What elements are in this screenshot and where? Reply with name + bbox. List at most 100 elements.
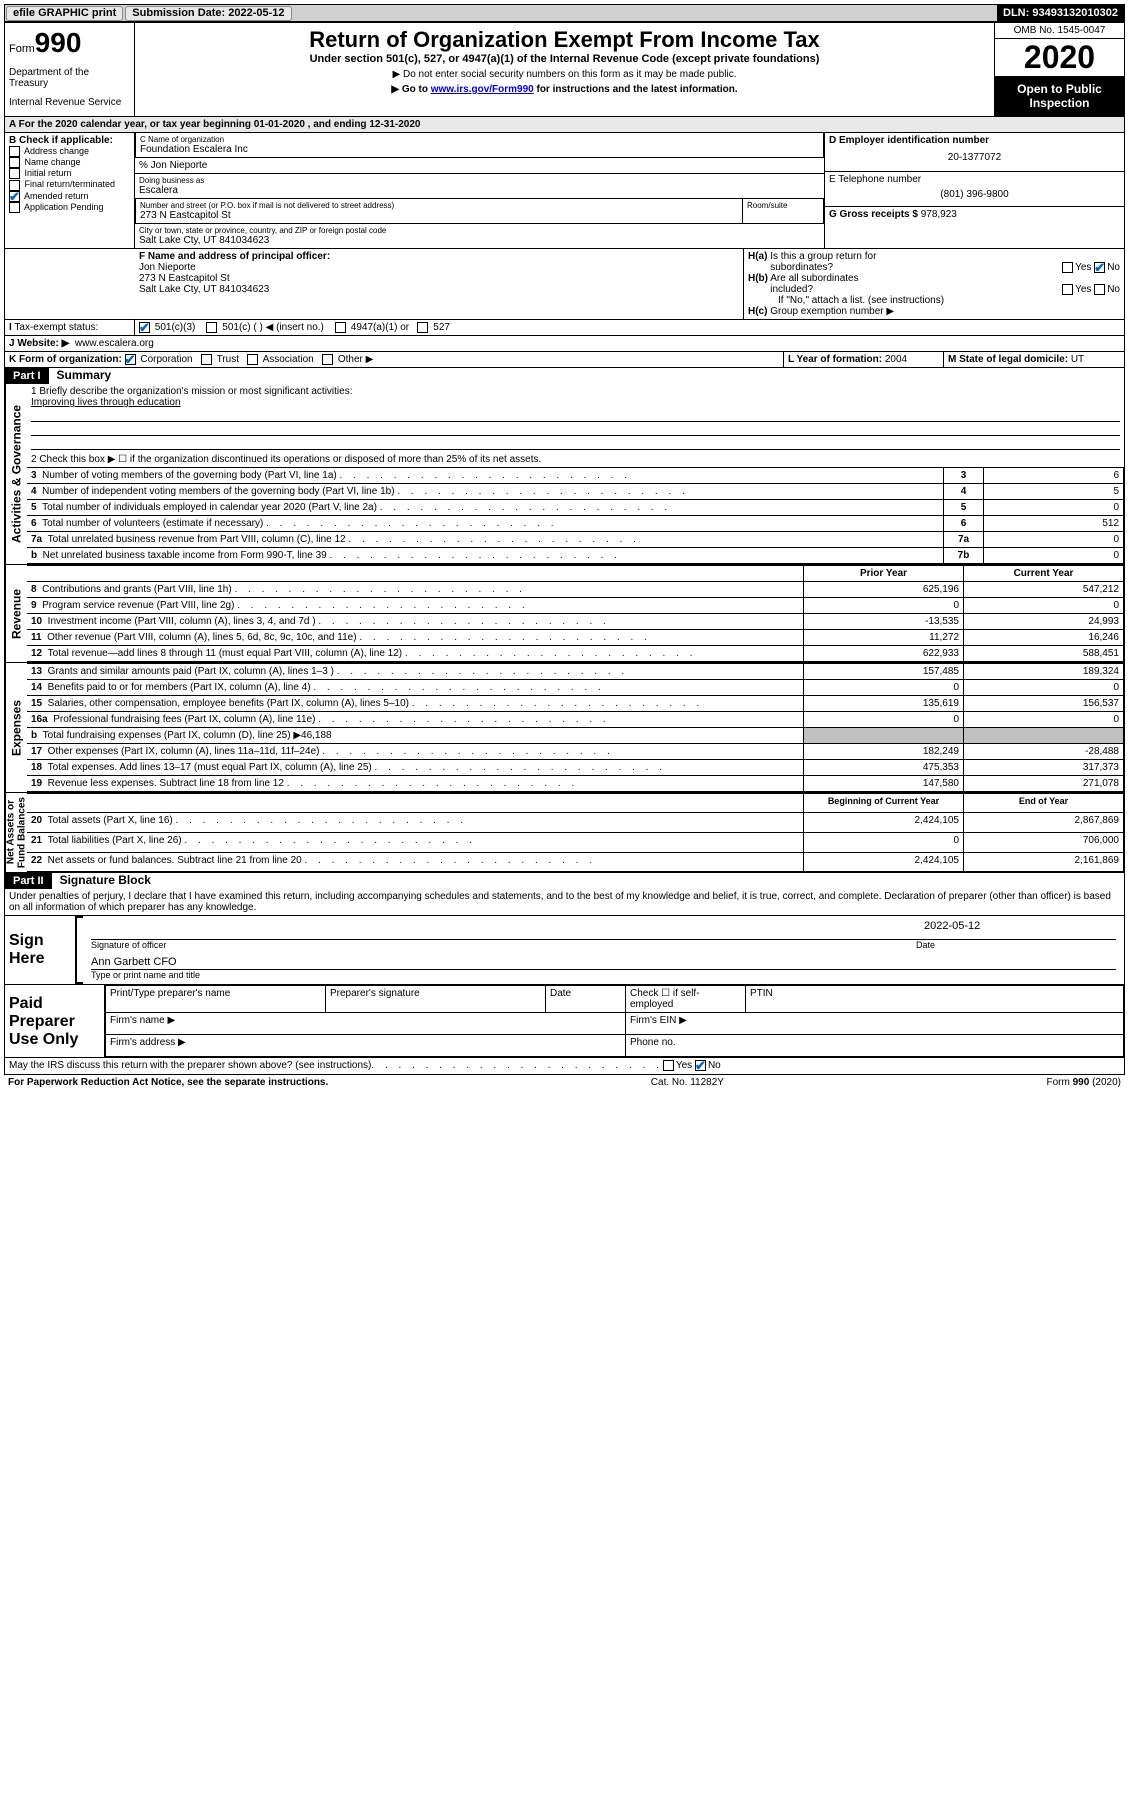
q1: 1 Briefly describe the organization's mi… [31,386,1120,397]
dept-label: Department of the Treasury [9,67,130,89]
trust-check[interactable] [201,354,212,365]
public-inspection: Open to Public Inspection [995,76,1124,116]
addr-label: Number and street (or P.O. box if mail i… [140,201,738,210]
care-of: % Jon Nieporte [139,160,207,171]
irs-label: Internal Revenue Service [9,97,130,108]
box-b-label: B Check if applicable: [9,135,130,146]
h-c: H(c) Group exemption number ▶ [748,306,1120,317]
dln: DLN: 93493132010302 [997,5,1124,21]
phone-label: E Telephone number [829,174,1120,185]
form-header: Form990 Department of the Treasury Inter… [4,22,1125,117]
box-b-item[interactable]: Application Pending [9,202,130,213]
prep-name-label: Print/Type preparer's name [106,986,326,1013]
table-row: 19 Revenue less expenses. Subtract line … [27,776,1124,792]
mission: Improving lives through education [31,397,1120,408]
part1-title: Summary [49,368,112,384]
m-label: M State of legal domicile: [948,354,1068,365]
room-label: Room/suite [743,199,823,223]
paid-label: Paid Preparer Use Only [5,985,105,1057]
h-a: H(a) Is this a group return for subordin… [748,251,1120,273]
phone-value: (801) 396-9800 [829,185,1120,204]
table-row: 12 Total revenue—add lines 8 through 11 … [27,646,1124,662]
officer-name: Jon Nieporte [139,262,739,273]
tax-status-row: I Tax-exempt status: 501(c)(3) 501(c) ( … [4,320,1125,336]
note-link: ▶ Go to www.irs.gov/Form990 for instruct… [139,84,990,95]
table-row: 5 Total number of individuals employed i… [27,500,1124,516]
part1-header: Part I Summary [4,368,1125,384]
box-b-item[interactable]: Name change [9,157,130,168]
form-title: Return of Organization Exempt From Incom… [139,27,990,53]
discuss-row: May the IRS discuss this return with the… [4,1058,1125,1074]
submission-btn[interactable]: Submission Date: 2022-05-12 [125,6,291,21]
officer-label: F Name and address of principal officer: [139,251,739,262]
i-label: I [9,322,12,333]
officer-addr1: 273 N Eastcapitol St [139,273,739,284]
table-row: 11 Other revenue (Part VIII, column (A),… [27,630,1124,646]
website-value: www.escalera.org [75,338,154,349]
table-row: 10 Investment income (Part VIII, column … [27,614,1124,630]
table-row: 18 Total expenses. Add lines 13–17 (must… [27,760,1124,776]
other-check[interactable] [322,354,333,365]
declaration: Under penalties of perjury, I declare th… [4,889,1125,916]
firm-ein-label: Firm's EIN ▶ [626,1013,1124,1035]
website-row: J Website: ▶ www.escalera.org [4,336,1125,352]
section-a: A For the 2020 calendar year, or tax yea… [4,117,1125,133]
gov-label: Activities & Governance [5,384,27,564]
city-label: City or town, state or province, country… [139,226,820,235]
type-name-label: Type or print name and title [91,970,1116,980]
city-value: Salt Lake Cty, UT 841034623 [139,235,820,246]
527-check[interactable] [417,322,428,333]
table-header: Prior YearCurrent Year [27,566,1124,582]
street-addr: 273 N Eastcapitol St [140,210,738,221]
part2-title: Signature Block [52,873,151,889]
table-row: b Total fundraising expenses (Part IX, c… [27,728,1124,744]
revenue-table: Prior YearCurrent Year8 Contributions an… [27,565,1124,662]
assoc-check[interactable] [247,354,258,365]
table-row: 20 Total assets (Part X, line 16) 2,424,… [27,812,1124,832]
firm-name-label: Firm's name ▶ [106,1013,626,1035]
net-label: Net Assets orFund Balances [5,793,27,872]
rev-label: Revenue [5,565,27,662]
officer-addr2: Salt Lake Cty, UT 841034623 [139,284,739,295]
table-row: 4 Number of independent voting members o… [27,484,1124,500]
box-b-item[interactable]: Amended return [9,191,130,202]
box-b-item[interactable]: Initial return [9,168,130,179]
entity-block: B Check if applicable: Address change Na… [4,133,1125,249]
corp-check[interactable] [125,354,136,365]
table-row: 14 Benefits paid to or for members (Part… [27,680,1124,696]
irs-link[interactable]: www.irs.gov/Form990 [431,84,534,95]
table-row: 3 Number of voting members of the govern… [27,468,1124,484]
4947-check[interactable] [335,322,346,333]
h-note: If "No," attach a list. (see instruction… [748,295,1120,306]
table-row: 15 Salaries, other compensation, employe… [27,696,1124,712]
exp-label: Expenses [5,663,27,792]
org-name-label: C Name of organization [140,135,819,144]
part1-hdr: Part I [5,368,49,384]
part2-hdr: Part II [5,873,52,889]
table-row: 21 Total liabilities (Part X, line 26) 0… [27,832,1124,852]
org-form-row: K Form of organization: Corporation Trus… [4,352,1125,368]
box-b-item[interactable]: Address change [9,146,130,157]
netassets-table: Beginning of Current YearEnd of Year20 T… [27,793,1124,872]
gross-label: G Gross receipts $ [829,209,918,220]
ein-label: D Employer identification number [829,135,1120,146]
omb-number: OMB No. 1545-0047 [995,23,1124,39]
box-b-item[interactable]: Final return/terminated [9,179,130,190]
revenue-block: Revenue Prior YearCurrent Year8 Contribu… [4,565,1125,663]
firm-addr-label: Firm's address ▶ [106,1035,626,1057]
netassets-block: Net Assets orFund Balances Beginning of … [4,793,1125,873]
501c3-check[interactable] [139,322,150,333]
table-header: Beginning of Current YearEnd of Year [27,794,1124,813]
table-row: 17 Other expenses (Part IX, column (A), … [27,744,1124,760]
q2: 2 Check this box ▶ ☐ if the organization… [27,452,1124,467]
part1-body: Activities & Governance 1 Briefly descri… [4,384,1125,565]
501c-check[interactable] [206,322,217,333]
sig-officer-label: Signature of officer [91,940,916,950]
sig-date-val: 2022-05-12 [916,920,1116,940]
org-name: Foundation Escalera Inc [140,144,819,155]
dba-value: Escalera [139,185,820,196]
table-row: 13 Grants and similar amounts paid (Part… [27,664,1124,680]
table-row: b Net unrelated business taxable income … [27,548,1124,564]
footer-right: Form 990 (2020) [1047,1077,1121,1088]
efile-btn[interactable]: efile GRAPHIC print [6,6,123,21]
